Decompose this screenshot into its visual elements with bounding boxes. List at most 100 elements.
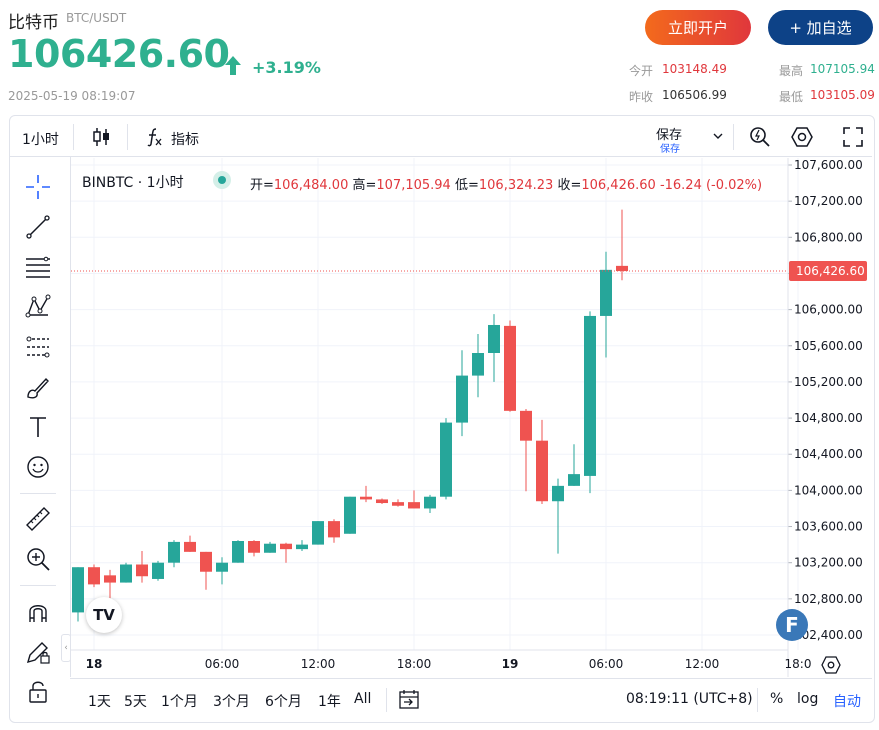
range-1d-button[interactable]: 1天 (88, 694, 111, 710)
save-button[interactable]: 保存 (656, 128, 683, 143)
lock-drawing-icon[interactable] (24, 638, 52, 666)
x-tick-label: 06:00 (205, 657, 240, 671)
close-legend-value: 106,426.60 (581, 178, 656, 193)
candle-body (152, 562, 164, 579)
toolbar-divider (733, 124, 734, 150)
candle-body (424, 496, 436, 509)
candle-body (232, 541, 244, 563)
brush-icon[interactable] (24, 373, 52, 401)
range-all-button[interactable]: All (354, 691, 372, 707)
range-1y-button[interactable]: 1年 (318, 694, 341, 710)
candle-body (184, 541, 196, 552)
range-6m-button[interactable]: 6个月 (265, 694, 302, 710)
tradingview-logo[interactable]: TV (86, 597, 122, 633)
candle-body (520, 410, 532, 441)
toolbar-divider (73, 124, 74, 150)
trend-line-icon[interactable] (24, 213, 52, 241)
axis-settings-icon[interactable] (820, 654, 842, 676)
y-tick-label: 105,200.00 (794, 375, 863, 389)
toolbar-divider (127, 124, 128, 150)
range-1m-button[interactable]: 1个月 (161, 694, 198, 710)
y-tick-label: 106,800.00 (794, 230, 863, 244)
x-tick-label: 12:00 (685, 657, 720, 671)
y-tick-label: 107,600.00 (794, 158, 863, 172)
magnet-icon[interactable] (24, 598, 52, 626)
x-tick-label: 18:00 (397, 657, 432, 671)
x-tick-label: 18:0 (785, 657, 812, 671)
fullscreen-icon[interactable] (842, 126, 864, 148)
open-account-button[interactable]: 立即开户 (645, 10, 751, 45)
toolbar-bottom-border (10, 156, 872, 157)
candlestick-type-icon[interactable] (92, 126, 112, 148)
sidebar-border (70, 157, 71, 677)
range-3m-button[interactable]: 3个月 (213, 694, 250, 710)
high-value: 107105.94 (810, 62, 875, 76)
fib-levels-icon[interactable] (24, 333, 52, 361)
chevron-down-icon[interactable] (712, 131, 724, 141)
candle-body (360, 496, 372, 500)
candle-body (104, 575, 116, 583)
open-legend-label: 开= (250, 178, 274, 193)
chart-grid (71, 158, 799, 650)
candle-body (392, 502, 404, 506)
symbol-label: BINBTC · 1小时 (82, 175, 184, 191)
settings-icon[interactable] (790, 125, 814, 149)
lock-icon[interactable] (24, 678, 52, 706)
live-status-icon (213, 171, 231, 189)
candle-body (600, 269, 612, 316)
ruler-icon[interactable] (24, 505, 52, 533)
candle-body (456, 375, 468, 423)
candle-body (280, 543, 292, 550)
low-legend-value: 106,324.23 (478, 178, 554, 193)
prev-close-label: 昨收 (629, 90, 654, 104)
pattern-icon[interactable] (24, 293, 52, 321)
indicators-button[interactable]: 指标 (171, 132, 199, 148)
low-legend-label: 低= (454, 178, 479, 193)
clock-timezone[interactable]: 08:19:11 (UTC+8) (626, 691, 753, 707)
add-watchlist-button[interactable]: + 加自选 (768, 10, 873, 45)
candle-body (376, 499, 388, 504)
zoom-in-icon[interactable] (24, 545, 52, 573)
candle-body (440, 422, 452, 497)
y-tick-label: 104,000.00 (794, 483, 863, 497)
y-tick-label: 104,800.00 (794, 411, 863, 425)
horizontal-lines-icon[interactable] (24, 253, 52, 281)
arrow-up-icon (225, 56, 241, 75)
candle-body (488, 324, 500, 353)
y-tick-label: 102,400.00 (794, 628, 863, 642)
low-label: 最低 (779, 90, 804, 104)
asset-pair: BTC/USDT (66, 11, 127, 25)
y-tick-label: 105,600.00 (794, 339, 863, 353)
open-label: 今开 (629, 64, 654, 78)
change-legend-value: -16.24 (-0.02%) (659, 178, 763, 193)
prev-close-value: 106506.99 (662, 88, 727, 102)
candle-body (472, 353, 484, 376)
range-5d-button[interactable]: 5天 (124, 694, 147, 710)
candle-body (72, 567, 84, 613)
open-legend-value: 106,484.00 (273, 178, 349, 193)
bottom-divider (386, 688, 387, 712)
text-tool-icon[interactable] (24, 413, 52, 441)
candle-body (408, 502, 420, 509)
log-scale-button[interactable]: log (797, 691, 819, 707)
interval-button[interactable]: 1小时 (22, 132, 59, 148)
chart-widget (9, 115, 875, 723)
candle-body (344, 496, 356, 534)
price-axis: 107,600.00107,200.00106,800.00106,400.00… (787, 158, 867, 677)
y-tick-label: 102,800.00 (794, 592, 863, 606)
x-tick-label: 12:00 (301, 657, 336, 671)
candle-body (312, 521, 324, 545)
date-range-icon[interactable] (398, 688, 420, 710)
crosshair-icon[interactable] (24, 173, 52, 201)
x-tick-label: 19 (502, 657, 519, 671)
percent-scale-button[interactable]: % (770, 691, 784, 707)
function-icon[interactable] (145, 126, 163, 148)
auto-scale-button[interactable]: 自动 (833, 694, 861, 710)
emoji-icon[interactable] (24, 453, 52, 481)
candle-body (264, 543, 276, 553)
quick-search-icon[interactable] (748, 125, 772, 149)
candle-body (200, 551, 212, 572)
high-legend-value: 107,105.94 (376, 178, 451, 193)
candle-body (248, 541, 260, 553)
